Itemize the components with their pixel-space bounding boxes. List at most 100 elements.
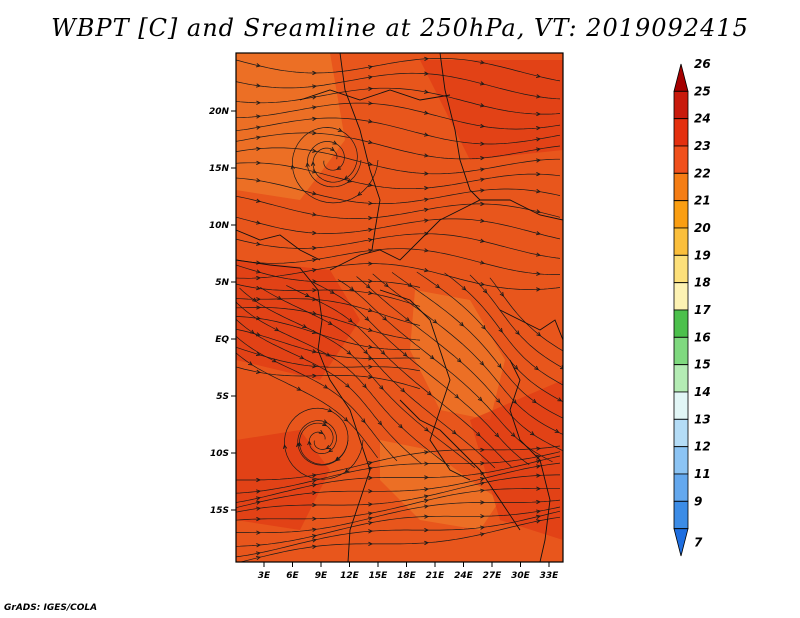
streamline-arrow	[312, 105, 318, 110]
streamline-arrow	[311, 538, 318, 543]
streamline-arrow	[424, 185, 430, 191]
streamline	[236, 506, 561, 548]
colorbar-swatch	[673, 118, 689, 147]
colorbar-label: 22	[694, 166, 711, 180]
colorbar-swatch	[673, 282, 689, 311]
lat-tick-label: 5N	[215, 278, 229, 288]
streamline-arrow	[424, 218, 430, 223]
streamline-arrow	[536, 331, 542, 337]
streamline-arrow	[480, 155, 486, 161]
streamline	[337, 279, 553, 463]
streamline-arrow	[610, 392, 614, 395]
streamline-arrow	[588, 364, 592, 367]
streamline-arrow	[480, 488, 486, 493]
streamline	[236, 86, 561, 117]
streamline	[236, 146, 560, 176]
streamline	[416, 271, 563, 403]
colorbar-label: 11	[694, 467, 711, 481]
streamline-arrow	[256, 178, 262, 183]
streamline-arrow	[312, 311, 318, 316]
streamline-arrow	[310, 161, 316, 166]
streamline-arrow	[536, 209, 542, 214]
lon-tick-label: 12E	[340, 571, 360, 581]
streamline-arrow	[536, 287, 542, 292]
streamline	[238, 516, 561, 562]
colorbar-swatch	[673, 364, 689, 393]
streamline	[236, 130, 561, 161]
streamline-arrow	[480, 260, 486, 265]
streamline	[236, 445, 561, 483]
colorbar-label: 9	[694, 494, 702, 508]
lon-tick-label: 9E	[315, 571, 328, 581]
lon-tick-label: 3E	[258, 571, 271, 581]
colorbar: 26 25 24 23 22 21 20 19 18 17 16 15 14 13 12 11 9 7	[673, 57, 711, 557]
streamline-arrow	[312, 297, 318, 302]
streamline-arrow	[400, 387, 406, 393]
shading-patch	[380, 440, 500, 530]
streamline-arrow	[256, 275, 262, 281]
streamline-arrow	[368, 356, 374, 361]
streamline-arrow	[346, 178, 352, 184]
streamline-arrow	[424, 197, 430, 202]
streamline	[391, 272, 563, 419]
streamline-arrow	[424, 461, 430, 466]
streamline	[236, 455, 561, 503]
streamline-arrow	[255, 241, 262, 246]
streamline-arrow	[368, 101, 374, 106]
streamline	[296, 419, 349, 466]
streamline-arrow	[368, 541, 374, 547]
streamline	[444, 272, 632, 424]
streamline-arrow	[535, 519, 541, 524]
lat-tick-label: 5S	[216, 392, 229, 402]
longitude-axis: 3E 6E 9E 12E 15E 18E 21E 24E 27E 30E 33E	[258, 562, 559, 581]
streamline-arrow	[312, 116, 318, 121]
streamline	[236, 486, 560, 522]
streamline-arrow	[479, 238, 486, 243]
streamline-arrow	[480, 81, 486, 86]
colorbar-swatch	[673, 172, 689, 202]
colorbar-swatch	[673, 63, 689, 92]
streamline-arrow	[628, 420, 632, 424]
streamline-arrow	[535, 73, 542, 79]
streamline-arrow	[459, 321, 465, 327]
streamline-arrow	[256, 305, 262, 310]
streamline-arrow	[312, 279, 318, 284]
streamline-arrow	[368, 261, 374, 266]
streamline-arrow	[346, 350, 352, 355]
streamline-arrow	[256, 125, 261, 130]
streamline	[372, 273, 563, 435]
streamline-arrow	[479, 281, 486, 287]
streamline	[236, 499, 561, 535]
colorbar-swatch	[673, 528, 689, 557]
streamline-arrow	[424, 527, 430, 533]
border-line	[439, 53, 481, 201]
streamline-arrow	[256, 220, 262, 225]
streamline-arrow	[536, 473, 542, 478]
streamline-arrow	[365, 284, 371, 289]
colorbar-label: 14	[694, 385, 711, 399]
streamline-arrow	[256, 114, 262, 119]
colorbar-swatch	[673, 309, 689, 338]
streamline-arrow	[368, 327, 374, 332]
streamline	[236, 248, 560, 276]
colorbar-label: 16	[694, 330, 711, 344]
streamline-arrow	[312, 373, 318, 379]
streamline-arrow	[380, 350, 386, 356]
streamline-arrow	[536, 464, 542, 469]
streamline-arrow	[174, 295, 178, 299]
streamline-arrow	[312, 544, 318, 549]
streamline-arrow	[368, 364, 374, 369]
streamline-arrow	[327, 408, 333, 413]
streamline-arrow	[343, 175, 349, 180]
border-line	[499, 309, 563, 341]
streamline-arrow	[536, 231, 542, 236]
colorbar-label: 26	[694, 57, 711, 71]
streamline-arrow	[377, 420, 383, 426]
streamline-arrow	[499, 291, 505, 297]
streamline-arrow	[367, 521, 374, 526]
streamline-arrow	[256, 316, 262, 321]
streamline-arrow	[477, 396, 483, 402]
colorbar-label: 21	[694, 194, 711, 208]
streamline	[260, 287, 496, 469]
streamline	[236, 316, 421, 351]
